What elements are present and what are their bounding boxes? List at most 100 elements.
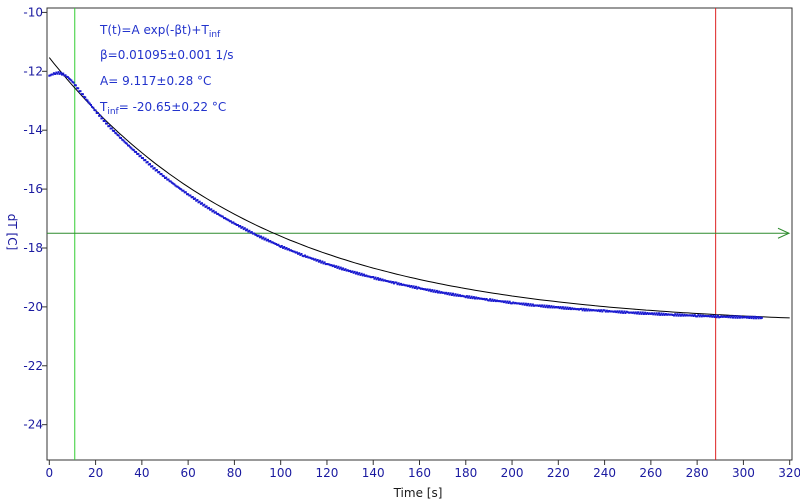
data-point [758,316,761,319]
data-point [294,251,297,254]
data-point [406,285,409,288]
data-point [306,255,309,258]
data-point [137,152,140,155]
data-point [175,185,178,188]
data-point [548,304,551,307]
data-point [624,312,627,314]
data-point [471,297,474,300]
data-point [123,140,126,143]
data-point [110,127,113,130]
data-point [653,312,656,315]
data-point [727,316,730,319]
data-point [469,297,472,299]
data-point [632,311,635,314]
data-point [580,307,583,310]
data-point [531,303,534,306]
data-point [528,304,531,307]
y-axis-title: dT [C] [5,214,19,251]
data-point [640,312,643,315]
data-point [374,276,377,279]
data-point [228,220,231,223]
data-point [450,294,453,296]
data-point [76,87,79,90]
data-point [297,252,299,255]
data-point [255,234,258,236]
data-point [567,308,570,310]
data-point [388,280,391,283]
data-point [78,90,81,93]
x-tick-label: 300 [732,466,755,480]
data-point [616,310,619,313]
data-point [397,282,400,285]
data-point [309,257,312,260]
data-point [72,81,75,84]
data-point [422,288,424,290]
data-point [188,194,191,197]
data-point [682,314,685,317]
data-point [714,314,717,317]
marker-lines [47,8,791,460]
data-point [561,306,564,309]
data-point [173,183,176,186]
data-point [103,120,106,122]
data-point [256,235,259,238]
data-point [741,316,744,319]
data-point [263,238,266,241]
data-point [696,315,699,318]
data-point [84,96,87,99]
data-point [703,315,706,318]
data-point [158,171,161,173]
annotation-beta: β=0.01095±0.001 1/s [100,48,234,62]
data-point [182,189,185,192]
data-point [530,304,533,307]
data-point [295,251,298,254]
data-point [595,309,598,312]
data-point [545,304,548,307]
data-point [631,311,634,314]
data-point [579,308,582,310]
data-point [619,311,622,314]
data-point [159,173,162,176]
data-point [705,315,708,318]
data-point [98,114,101,117]
data-point [426,288,429,291]
data-point [92,106,95,109]
data-point [127,144,129,147]
data-point [87,101,90,104]
data-point [486,299,489,302]
data-point [405,284,408,287]
data-point [462,295,465,298]
data-point [301,254,304,257]
data-point [564,306,567,309]
data-point [258,236,261,239]
data-point [234,223,237,225]
data-point [253,232,256,235]
data-point [372,276,375,278]
data-point [663,313,666,316]
data-point [541,304,544,307]
data-point [219,214,222,217]
data-point [592,309,594,312]
data-point [601,310,604,313]
data-point [404,284,407,287]
data-point [675,314,678,317]
data-point [461,294,464,297]
data-point [328,263,331,266]
data-point [347,270,350,273]
data-point [358,272,361,275]
data-point [514,301,517,304]
data-point [608,310,611,312]
data-point [114,131,117,134]
data-point [742,316,745,319]
data-point [154,169,157,172]
data-point [501,300,504,303]
data-point [759,317,762,320]
data-point [605,309,608,312]
data-point [327,263,330,266]
data-point [262,236,265,239]
data-point [622,311,625,314]
data-point [636,312,638,315]
data-point [164,177,166,179]
data-point [177,186,180,189]
